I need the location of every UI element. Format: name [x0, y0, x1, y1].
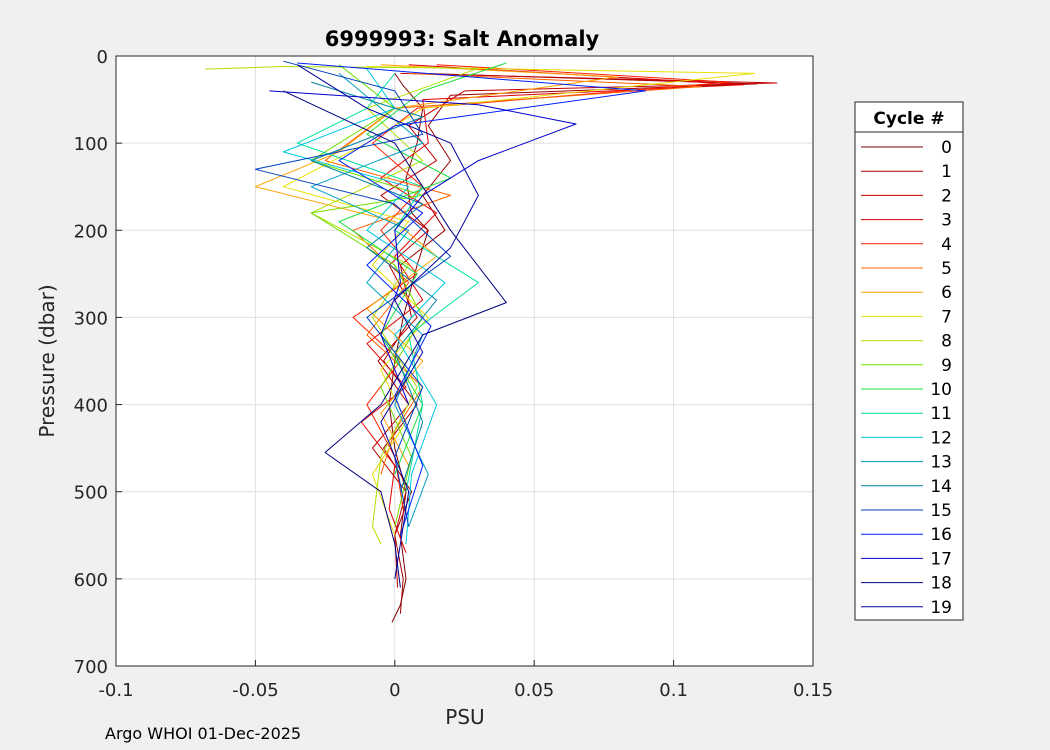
legend-entry: 4 [861, 235, 952, 255]
series-line-cycle-3 [360, 64, 744, 553]
y-tick-label: 100 [74, 134, 108, 155]
legend-entry: 8 [861, 332, 952, 352]
legend-label: 15 [930, 501, 952, 521]
legend-label: 4 [941, 235, 952, 255]
y-tick-label: 300 [74, 308, 108, 329]
legend-box [854, 101, 964, 621]
legend-entry: 2 [861, 186, 952, 206]
y-tick-label: 200 [74, 221, 108, 242]
series-lines [205, 60, 778, 623]
legend-entry: 16 [861, 525, 952, 545]
legend-label: 13 [930, 453, 952, 473]
series-line-cycle-6 [254, 64, 619, 466]
legend-entry: 11 [861, 404, 952, 424]
series-line-cycle-17 [269, 90, 577, 405]
legend-entry: 13 [861, 453, 952, 473]
plot-frame [115, 55, 814, 667]
series-line-cycle-0 [388, 73, 429, 623]
series-line-cycle-19 [296, 64, 479, 579]
legend-entry: 1 [861, 162, 952, 182]
legend-label: 18 [930, 574, 952, 594]
legend-entry: 12 [861, 428, 952, 448]
plot-area [116, 56, 813, 666]
footer-note: Argo WHOI 01-Dec-2025 [105, 724, 302, 743]
legend-entry: 15 [861, 501, 952, 521]
legend-label: 12 [930, 428, 952, 448]
legend-entry: 14 [861, 477, 952, 497]
legend-label: 1 [941, 162, 952, 182]
y-tick-label: 700 [74, 657, 108, 678]
legend-entry: 6 [861, 283, 952, 303]
legend-label: 0 [941, 138, 952, 158]
legend-entry: 0 [861, 138, 952, 158]
legend-label: 14 [930, 477, 952, 497]
legend-label: 16 [930, 525, 952, 545]
series-line-cycle-8 [205, 66, 479, 545]
legend-entry: 19 [861, 598, 952, 618]
legend-title: Cycle # [873, 109, 944, 129]
x-axis-label: PSU [445, 705, 484, 729]
axis-ticks: -0.1 -0.05 0 0.05 0.1 0.15 0 100 200 300 400 500 600… [74, 47, 833, 701]
x-tick-label: -0.05 [232, 680, 279, 701]
legend-label: 8 [941, 332, 952, 352]
x-tick-label: -0.1 [98, 680, 133, 701]
series-line-cycle-1 [383, 72, 758, 614]
legend-label: 9 [941, 356, 952, 376]
legend-label: 3 [941, 211, 952, 231]
legend-entry: 3 [861, 211, 952, 231]
series-line-cycle-15 [254, 60, 452, 527]
series-line-cycle-5 [324, 72, 702, 475]
plot-clip [205, 60, 778, 623]
legend-entry: 7 [861, 307, 952, 327]
legend-label: 10 [930, 380, 952, 400]
legend-entry: 17 [861, 549, 952, 569]
y-tick-label: 600 [74, 570, 108, 591]
series-line-cycle-12 [282, 68, 446, 545]
legend-entry: 18 [861, 574, 952, 594]
series-line-cycle-9 [310, 64, 424, 527]
x-tick-label: 0 [389, 680, 400, 701]
legend-label: 2 [941, 186, 952, 206]
legend-label: 11 [930, 404, 952, 424]
y-tick-label: 500 [74, 483, 108, 504]
legend-entry: 10 [861, 380, 952, 400]
chart-title: 6999993: Salt Anomaly [325, 27, 600, 51]
x-tick-label: 0.15 [793, 680, 833, 701]
legend-label: 19 [930, 598, 952, 618]
y-axis-label: Pressure (dbar) [35, 284, 59, 437]
legend-label: 6 [941, 283, 952, 303]
series-line-cycle-16 [297, 62, 647, 536]
legend-label: 7 [941, 307, 952, 327]
legend-entry: 5 [861, 259, 952, 279]
x-tick-label: 0.1 [659, 680, 688, 701]
y-tick-label: 0 [97, 47, 108, 68]
series-line-cycle-18 [283, 90, 507, 588]
legend-entry: 9 [861, 356, 952, 376]
legend-label: 17 [930, 549, 952, 569]
y-tick-label: 400 [74, 396, 108, 417]
x-tick-label: 0.05 [514, 680, 554, 701]
legend-label: 5 [941, 259, 952, 279]
